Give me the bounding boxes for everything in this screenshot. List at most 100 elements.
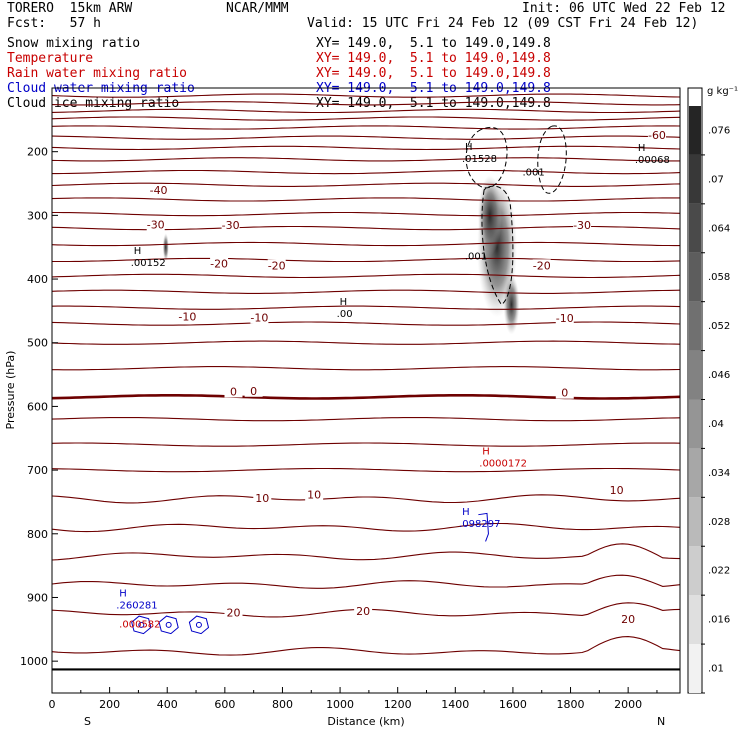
colorbar-unit: g kg⁻¹ [707, 86, 738, 97]
isotherm-line [52, 321, 680, 326]
x-tick-label: 0 [49, 698, 56, 711]
contour-label-bg [267, 259, 286, 272]
isotherm-line [52, 574, 680, 589]
colorbar-label: .052 [708, 321, 730, 332]
x-tick-label: 2000 [614, 698, 642, 711]
isotherm-line [52, 289, 680, 294]
x-tick-label: 1800 [557, 698, 585, 711]
isotherm-line [52, 116, 680, 121]
isotherm-line [52, 125, 680, 130]
extremum-value: .260281 [116, 601, 157, 612]
contour-label: 10 [307, 489, 321, 502]
y-tick-label: 200 [27, 146, 48, 159]
x-tick-label: 800 [272, 698, 293, 711]
contour-label: 20 [621, 613, 635, 626]
isotherm-line [52, 467, 680, 473]
x-tick-label: 600 [214, 698, 235, 711]
isotherm-line [52, 257, 680, 263]
y-tick-label: 700 [27, 464, 48, 477]
contour-label-bg [146, 218, 165, 231]
colorbar-swatch [689, 301, 701, 351]
colorbar-swatch [689, 595, 701, 645]
colorbar-label: .022 [708, 566, 730, 577]
isotherm-line [52, 636, 680, 656]
snow-shading-small [162, 233, 169, 262]
y-tick-label: 300 [27, 209, 48, 222]
field-name-temperature: Temperature [7, 51, 94, 66]
colorbar-label: .07 [708, 174, 724, 185]
init-time: Init: 06 UTC Wed 22 Feb 12 [522, 1, 726, 16]
isotherm-line [52, 241, 680, 247]
isotherm-line [52, 157, 680, 162]
contour-label: -20 [533, 259, 551, 272]
extrema-annotations: H.01528.001H.00068H.00152.001H.00H.00001… [116, 142, 670, 631]
high-marker: H [340, 297, 348, 308]
valid-time: Valid: 15 UTC Fri 24 Feb 12 (09 CST Fri … [307, 16, 699, 31]
x-tick-label: 1400 [441, 698, 469, 711]
high-marker: H [134, 246, 142, 257]
extremum-value: .00152 [131, 258, 166, 269]
contour-label: -10 [556, 312, 574, 325]
field-range-snow: XY= 149.0, 5.1 to 149.0,149.8 [316, 36, 551, 51]
direction-south: S [84, 715, 91, 728]
isotherm-line [52, 211, 680, 217]
plot-header: TORERO 15km ARW NCAR/MMM Init: 06 UTC We… [0, 0, 740, 112]
colorbar-label: .076 [708, 125, 730, 136]
contour-label: -40 [150, 184, 168, 197]
direction-north: N [657, 715, 665, 728]
contour-label: -60 [648, 129, 666, 142]
x-tick-label: 1000 [326, 698, 354, 711]
extremum-value: .00 [337, 309, 353, 320]
isotherm-line [52, 135, 680, 140]
y-tick-label: 900 [27, 591, 48, 604]
temperature-contours [52, 93, 680, 671]
contour-label-bg [224, 606, 243, 619]
center-name: NCAR/MMM [226, 1, 289, 16]
y-axis: 200 300 400 500 600 700 800 900 1000 [20, 146, 58, 668]
extremum-value: .001 [465, 252, 487, 263]
contour-label-bg [619, 612, 638, 625]
contour-label-bg [555, 386, 574, 399]
colorbar-swatch [689, 546, 701, 596]
field-range-temperature: XY= 149.0, 5.1 to 149.0,149.8 [316, 51, 551, 66]
contour-label-bg [305, 488, 324, 501]
contour-label: 0 [250, 385, 257, 398]
contour-label-bg [224, 385, 243, 398]
svg-text:Distance (km): Distance (km) [327, 715, 404, 728]
isotherm-line [52, 543, 680, 561]
colorbar-label: .064 [708, 223, 730, 234]
x-axis-label: Distance (km) [327, 715, 404, 728]
cloud-water-contour [478, 512, 489, 542]
y-tick-label: 800 [27, 528, 48, 541]
cloud-water-contour [188, 615, 210, 635]
contour-label: -30 [573, 219, 591, 232]
contour-label: -10 [178, 310, 196, 323]
y-tick-label: 1000 [20, 655, 48, 668]
hydrometeor-contours [131, 125, 567, 635]
x-tick-label: 1200 [384, 698, 412, 711]
high-marker: H [119, 589, 127, 600]
contour-label: -20 [268, 259, 286, 272]
contour-label-bg [221, 219, 240, 232]
high-marker: H [465, 142, 473, 153]
contour-label: 0 [561, 387, 568, 400]
contour-label: 20 [356, 605, 370, 618]
isotherm-line [52, 305, 680, 310]
extremum-value: .00068 [635, 155, 670, 166]
svg-text:Pressure (hPa): Pressure (hPa) [4, 351, 17, 430]
y-tick-label: 400 [27, 273, 48, 286]
contour-label-bg [607, 484, 626, 497]
isotherm-line [52, 340, 680, 345]
isotherm-line [52, 417, 680, 422]
x-tick-label: 1600 [499, 698, 527, 711]
x-axis: 0 200 400 600 800 1000 1200 1400 1600 1800 2000 [49, 687, 658, 711]
contour-label-bg [178, 310, 197, 323]
contour-label-bg [253, 491, 272, 504]
colorbar-swatch [689, 644, 701, 693]
contour-label-bg [149, 184, 168, 197]
colorbar-label: .046 [708, 370, 730, 381]
contour-label-bg [555, 312, 574, 325]
colorbar-label: .016 [708, 615, 730, 626]
contour-label-bg [573, 219, 592, 232]
